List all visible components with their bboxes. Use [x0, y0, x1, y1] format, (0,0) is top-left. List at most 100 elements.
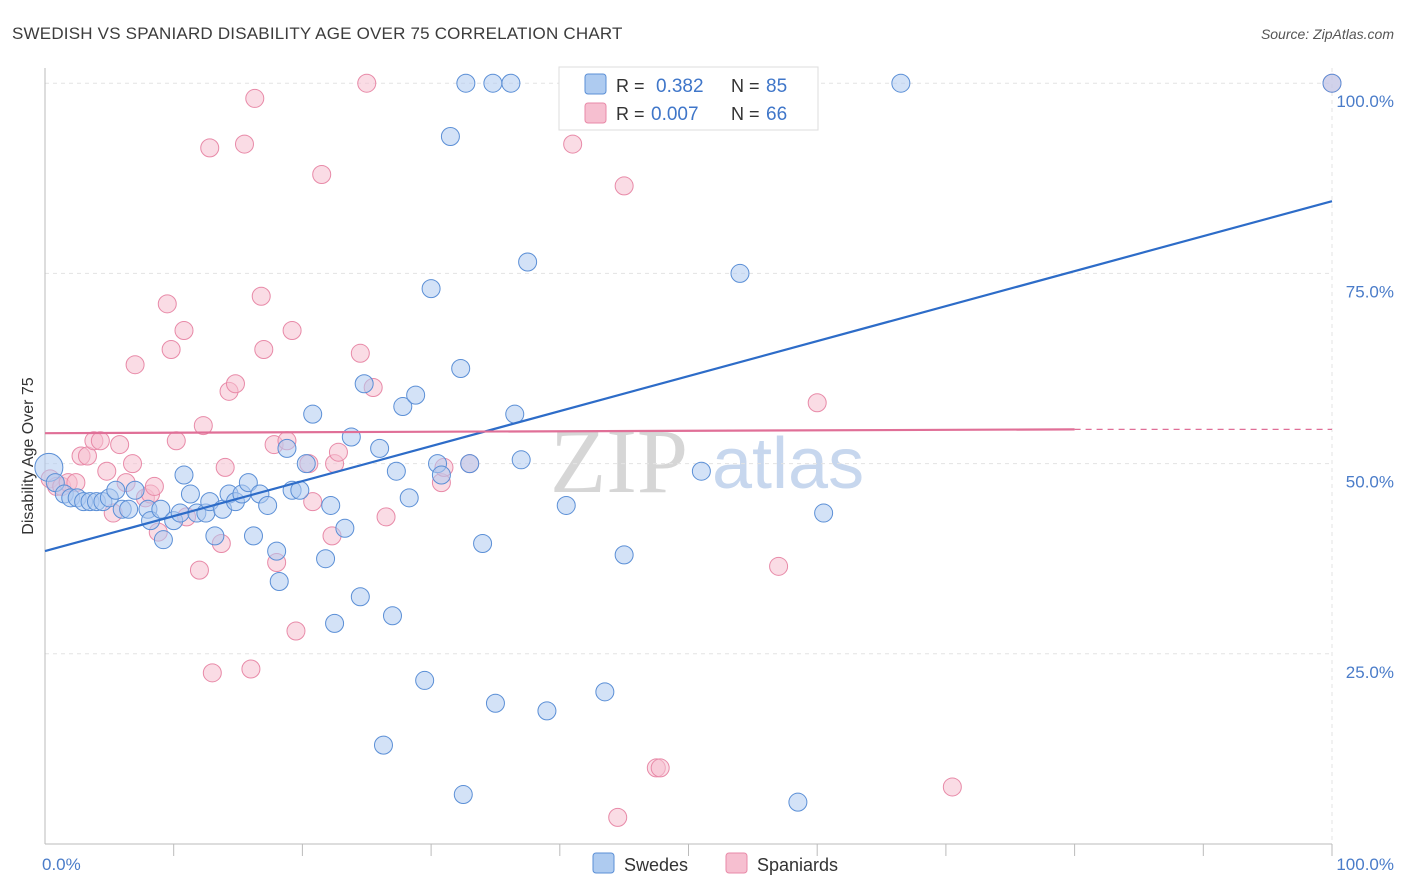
swedes-point	[456, 73, 476, 93]
swedes-point	[440, 126, 460, 146]
trend-layer	[44, 200, 1333, 553]
y-tick-label: 25.0%	[1346, 663, 1394, 682]
spaniards-point	[157, 294, 177, 314]
swedes-point	[382, 606, 402, 626]
swedes-point	[354, 374, 374, 394]
swedes-point	[125, 480, 145, 500]
y-tick-label: 100.0%	[1336, 92, 1394, 111]
spaniards-point	[200, 138, 220, 158]
spaniards-point	[254, 339, 274, 359]
swedes-point	[406, 385, 426, 405]
swedes-point	[205, 526, 225, 546]
x-tick-label-min: 0.0%	[42, 855, 81, 874]
legend-r-label-swedes: R =	[616, 76, 645, 96]
swedes-point	[393, 397, 413, 417]
y-tick-layer: 25.0% 50.0% 75.0% 100.0%	[1336, 92, 1394, 682]
legend-n-label-swedes: N =	[731, 76, 760, 96]
chart-title: SWEDISH VS SPANIARD DISABILITY AGE OVER …	[12, 24, 623, 43]
spaniards-point	[161, 339, 181, 359]
grid-layer	[45, 68, 1333, 856]
swedes-point	[258, 495, 278, 515]
x-tick-label-max: 100.0%	[1336, 855, 1394, 874]
swedes-point	[595, 682, 615, 702]
swedes-trend-line	[44, 200, 1333, 553]
spaniards-point	[144, 476, 164, 496]
spaniards-point	[328, 442, 348, 462]
spaniards-point	[234, 134, 254, 154]
spaniards-point	[215, 457, 235, 477]
legend-r-value-swedes: 0.382	[656, 76, 704, 97]
swedes-point	[243, 526, 263, 546]
spaniards-point	[614, 176, 634, 196]
spaniards-point	[123, 454, 143, 474]
axis-layer	[44, 68, 1332, 845]
swedes-point	[473, 533, 493, 553]
swedes-point	[180, 484, 200, 504]
swedes-point	[325, 613, 345, 633]
bottom-legend: Swedes Spaniards	[592, 852, 838, 875]
spaniards-point	[110, 435, 130, 455]
swedes-point	[518, 252, 538, 272]
swedes-point	[891, 73, 911, 93]
spaniards-point	[241, 659, 261, 679]
legend-r-label-spaniards: R =	[616, 104, 645, 124]
spaniards-point	[174, 320, 194, 340]
swedes-point	[556, 495, 576, 515]
swedes-point	[106, 480, 126, 500]
swedes-point	[451, 359, 471, 379]
spaniards-points	[40, 73, 1342, 827]
spaniards-point	[769, 556, 789, 576]
swedes-point	[730, 263, 750, 283]
swedes-point	[460, 454, 480, 474]
spaniards-point	[303, 492, 323, 512]
swedes-point	[335, 518, 355, 538]
legend-swatch-swedes	[584, 73, 607, 95]
swedes-point	[277, 438, 297, 458]
spaniards-point	[942, 777, 962, 797]
bottom-legend-label-spaniards: Spaniards	[757, 855, 838, 875]
swedes-point	[119, 499, 139, 519]
spaniards-point	[563, 134, 583, 154]
swedes-point	[321, 495, 341, 515]
swedes-points	[34, 73, 1342, 812]
legend-box: R = 0.382 N = 85 R = 0.007 N = 66	[558, 66, 819, 131]
swedes-point	[501, 73, 521, 93]
swedes-point	[153, 530, 173, 550]
swedes-point	[151, 499, 171, 519]
legend-n-label-spaniards: N =	[731, 104, 760, 124]
spaniards-point	[90, 431, 110, 451]
spaniards-point	[166, 431, 186, 451]
swedes-point	[386, 461, 406, 481]
swedes-point	[614, 545, 634, 565]
swedes-point	[511, 450, 531, 470]
swedes-point	[415, 670, 435, 690]
spaniards-point	[312, 165, 332, 185]
swedes-point	[691, 461, 711, 481]
swedes-point	[537, 701, 557, 721]
spaniards-point	[650, 758, 670, 778]
swedes-point	[814, 503, 834, 523]
swedes-point	[421, 279, 441, 299]
swedes-point	[370, 438, 390, 458]
spaniards-point	[97, 461, 117, 481]
source-label: Source: ZipAtlas.com	[1261, 26, 1394, 42]
legend-r-value-spaniards: 0.007	[651, 104, 699, 125]
bottom-legend-swatch-spaniards	[725, 852, 748, 874]
spaniards-point	[245, 88, 265, 108]
spaniards-trend-line	[44, 428, 1075, 435]
spaniards-point	[125, 355, 145, 375]
swedes-point	[174, 465, 194, 485]
spaniards-point	[225, 374, 245, 394]
swedes-point	[269, 572, 289, 592]
swedes-point	[788, 792, 808, 812]
legend-n-value-spaniards: 66	[766, 104, 787, 125]
swedes-point	[399, 488, 419, 508]
bottom-legend-label-swedes: Swedes	[624, 855, 688, 875]
spaniards-point	[608, 807, 628, 827]
spaniards-point	[282, 320, 302, 340]
spaniards-point	[807, 393, 827, 413]
swedes-point	[453, 785, 473, 805]
swedes-point	[431, 465, 451, 485]
